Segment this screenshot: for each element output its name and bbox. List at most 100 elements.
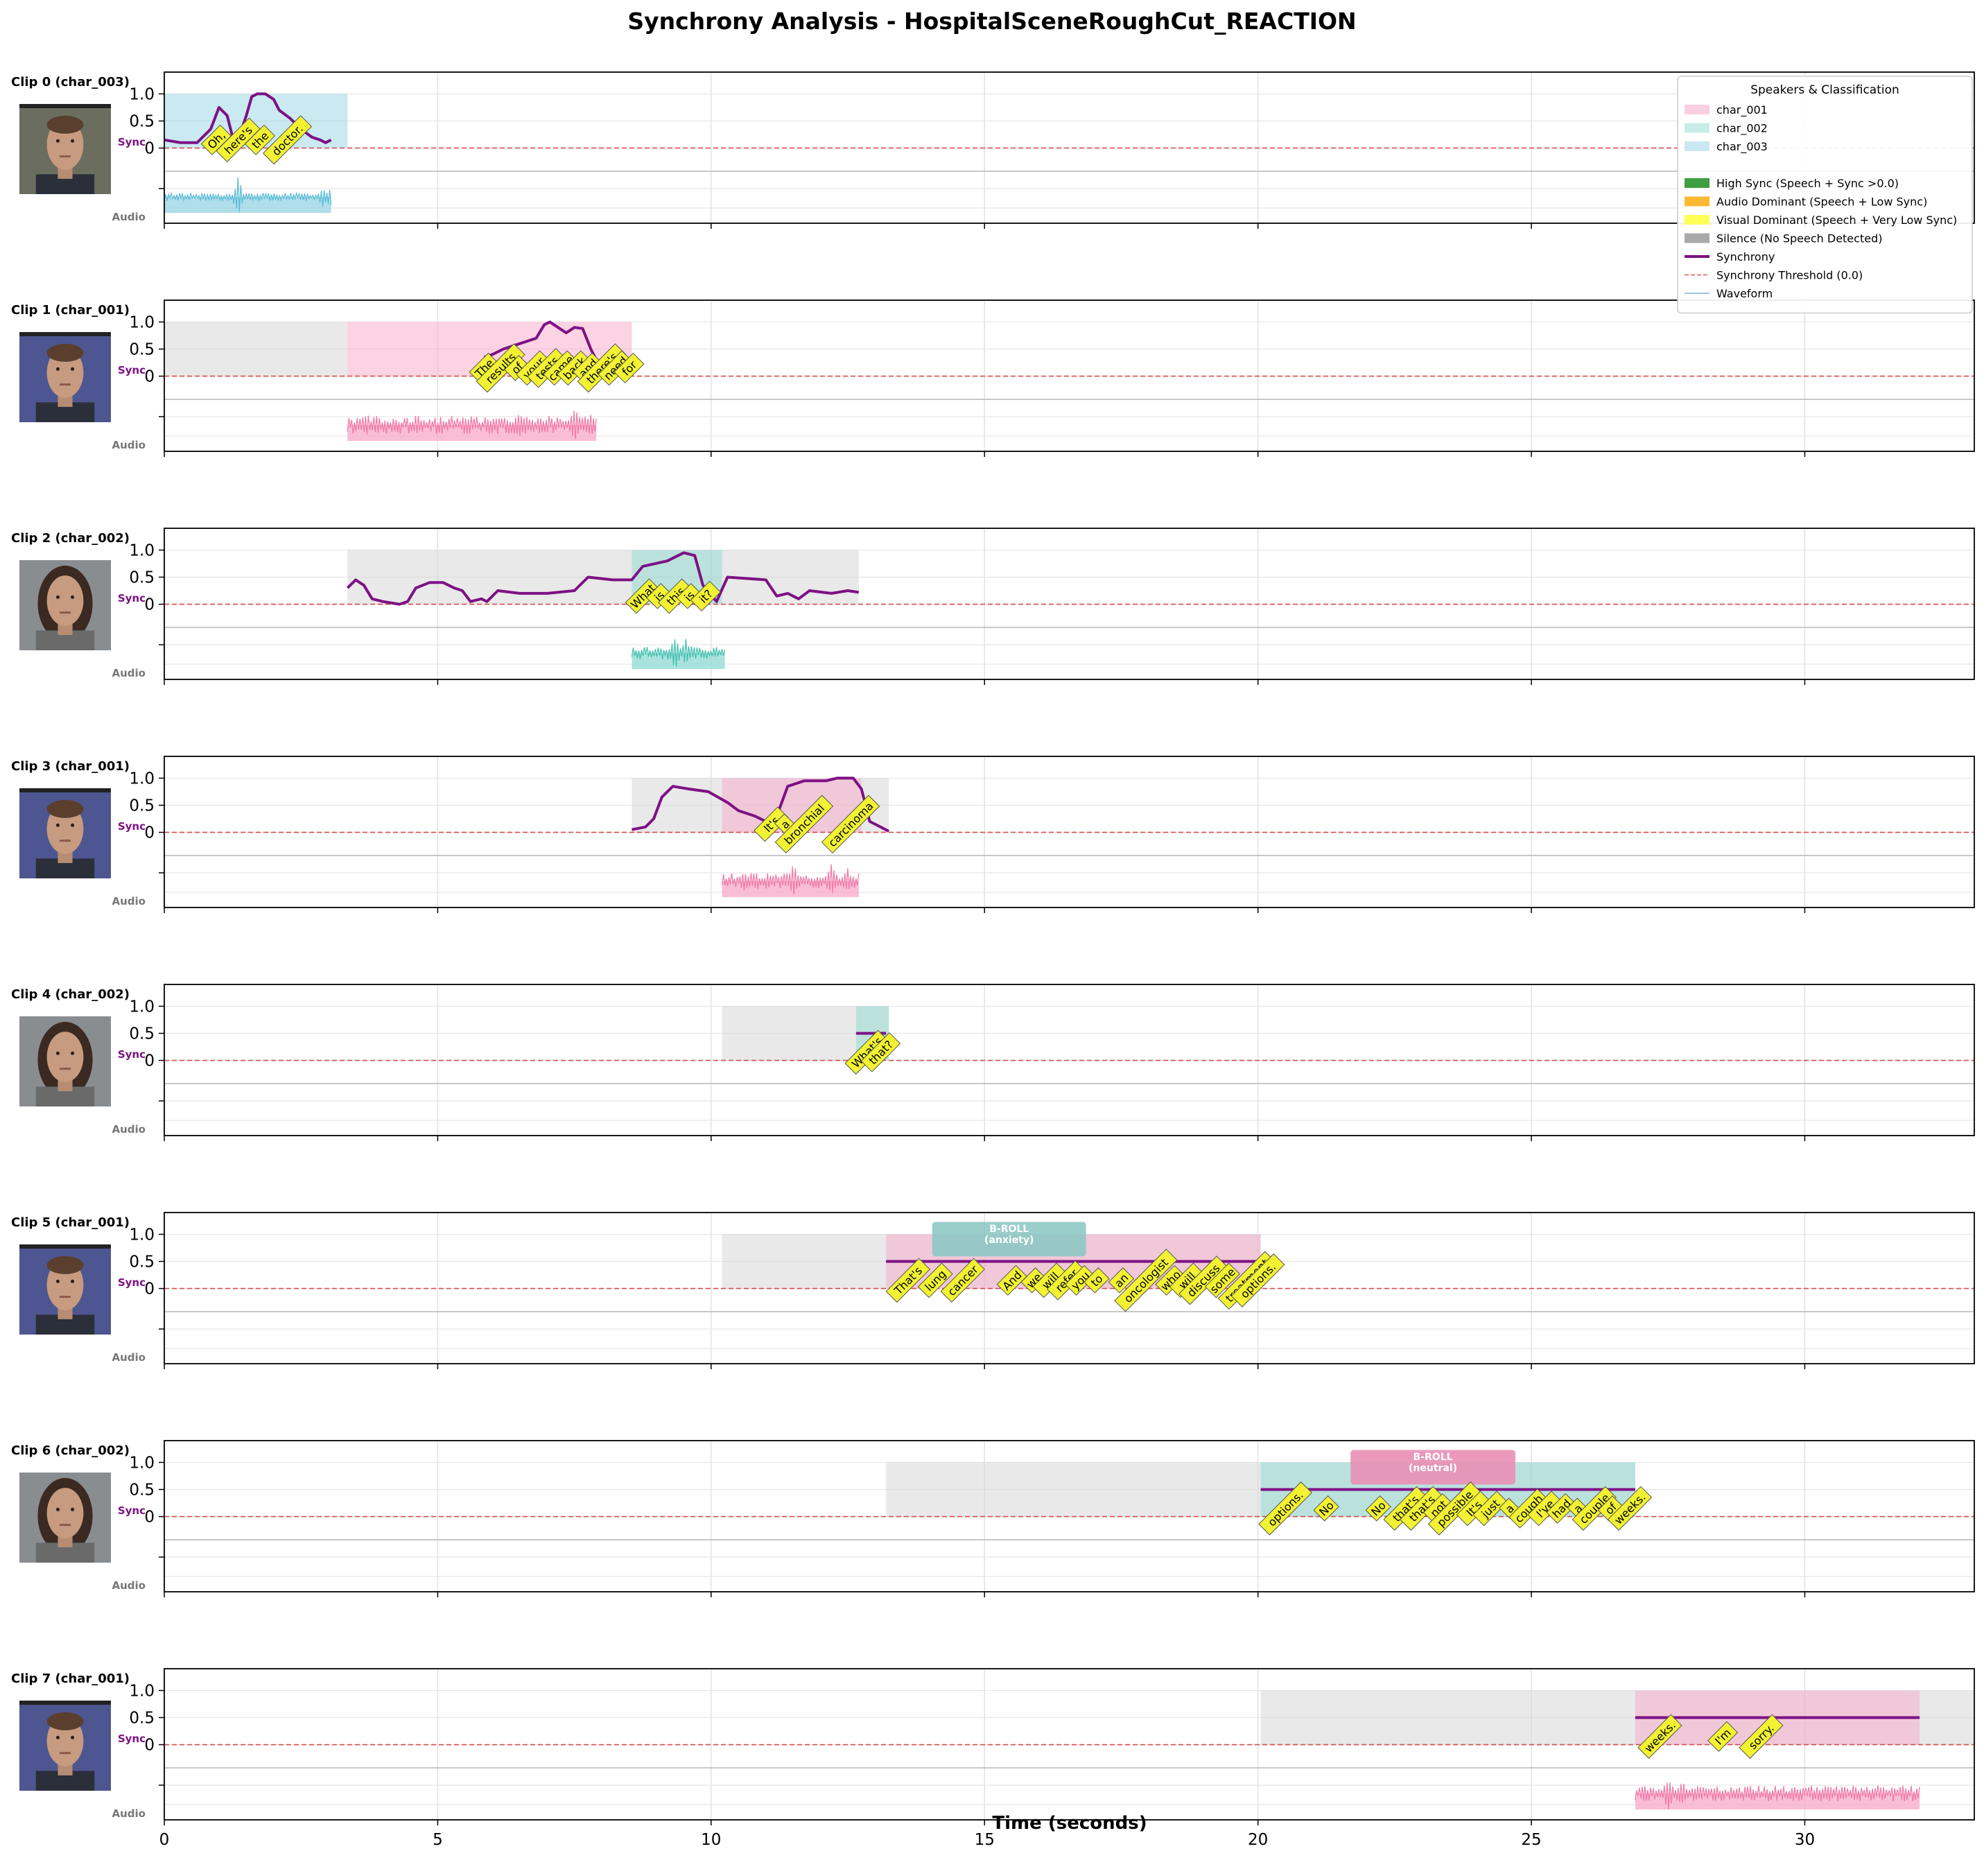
synchrony-line: [346, 551, 860, 606]
word-label-box: [244, 124, 276, 155]
avatar-mouth: [60, 1524, 71, 1527]
word-label-box: [690, 580, 721, 611]
sync-row-label: Sync: [118, 1504, 146, 1517]
sync-row-label: Sync: [118, 592, 146, 605]
legend-swatch: [1685, 105, 1709, 114]
word-label-box: [216, 117, 261, 162]
word-label-box: [476, 343, 525, 393]
avatar-top-bar: [19, 1244, 111, 1249]
audio-row-label: Audio: [112, 211, 146, 223]
avatar-top-bar: [19, 332, 111, 336]
avatar-eye: [55, 1735, 60, 1739]
word-label-box: [1108, 1267, 1135, 1294]
y-tick-label: 0.5: [129, 1025, 155, 1043]
legend-swatch: [1685, 123, 1709, 133]
word-label-box: [625, 578, 661, 614]
word-label: is: [646, 583, 672, 609]
word-label: just: [1472, 1491, 1508, 1527]
avatar-top-bar: [19, 104, 111, 108]
clip-label: Clip 0 (char_003): [11, 75, 130, 89]
clip-label: Clip 5 (char_001): [11, 1215, 130, 1230]
clip-label: Clip 4 (char_002): [11, 987, 130, 1002]
sync-row-label: Sync: [118, 820, 146, 833]
sync-row-label: Sync: [118, 1048, 146, 1061]
y-tick-label: 0.5: [129, 1482, 155, 1500]
word-label-box: [1472, 1491, 1508, 1527]
waveform: [631, 639, 726, 667]
word-label-box: [1572, 1486, 1617, 1531]
word-label-box: [821, 794, 880, 854]
waveform-band: [164, 197, 331, 213]
x-tick-label: 25: [1521, 1831, 1541, 1849]
avatar-mouth: [60, 1752, 71, 1755]
word-label-box: [1707, 1721, 1739, 1752]
sync-row-label: Sync: [118, 136, 146, 148]
avatar-eye: [71, 139, 75, 143]
audio-row-label: Audio: [112, 1351, 146, 1364]
avatar-face: [46, 1488, 84, 1538]
legend-label: Synchrony: [1716, 250, 1775, 263]
legend-swatch: [1685, 215, 1709, 225]
synchrony-line: [632, 776, 890, 833]
x-tick-label: 20: [1248, 1831, 1268, 1849]
audio-row-label: Audio: [112, 895, 146, 907]
avatar-eye: [71, 1051, 75, 1055]
avatar-eye: [55, 1279, 60, 1283]
x-tick-label: 30: [1795, 1831, 1815, 1849]
word-label-box: [860, 1032, 901, 1072]
waveform-band: [722, 881, 859, 897]
audio-row-label: Audio: [112, 667, 146, 679]
legend-label: Audio Dominant (Speech + Low Sync): [1716, 196, 1927, 209]
avatar-mouth: [60, 1296, 71, 1299]
avatar-mouth: [60, 383, 71, 386]
broll-title: B-ROLL: [1413, 1452, 1453, 1463]
word-label-box: [774, 794, 834, 854]
y-tick-label: 0: [144, 1509, 155, 1527]
y-tick-label: 0.5: [129, 341, 155, 359]
avatar-mouth: [60, 1068, 71, 1070]
avatar-hair: [46, 115, 84, 134]
word-label-box: [1365, 1495, 1391, 1522]
word-label: to: [1084, 1267, 1110, 1294]
y-tick-label: 0: [144, 368, 155, 386]
y-tick-label: 0.5: [129, 113, 155, 131]
x-tick-label: 0: [159, 1831, 170, 1849]
avatar-eye: [55, 139, 60, 143]
word-label-box: [614, 352, 645, 383]
avatar-eye: [71, 1507, 75, 1511]
x-axis: 0 5 10 15 20 25 30: [159, 1831, 1815, 1849]
audio-row-label: Audio: [112, 1123, 146, 1136]
silence-band: [347, 550, 859, 605]
word-label-box: [1637, 1714, 1682, 1759]
waveform: [347, 410, 597, 440]
word-label-box: [917, 1262, 953, 1299]
x-tick-label: 5: [433, 1831, 443, 1849]
legend-swatch: [1685, 233, 1709, 243]
sync-row-label: Sync: [118, 1276, 146, 1289]
clip-label: Clip 3 (char_001): [11, 759, 130, 774]
clip-label: Clip 6 (char_002): [11, 1443, 130, 1458]
clip-panel-6: B-ROLL(neutral)options. No No that'sthat'sn…: [11, 1440, 1975, 1597]
word-label-box: [1607, 1486, 1653, 1531]
avatar-eye: [71, 1279, 75, 1283]
legend-label: Synchrony Threshold (0.0): [1716, 269, 1863, 282]
legend-label: char_003: [1716, 140, 1768, 154]
y-tick-label: 0: [144, 596, 155, 614]
avatar-eye: [55, 1507, 60, 1511]
silence-band: [164, 322, 348, 376]
word-label-box: [996, 1265, 1027, 1296]
avatar-hair: [46, 343, 84, 362]
word-label-box: [754, 806, 790, 842]
y-tick-label: 0: [144, 140, 155, 158]
waveform-band: [1635, 1794, 1920, 1809]
avatar-eye: [55, 823, 60, 827]
y-tick-label: 1.0: [129, 85, 155, 103]
y-tick-label: 0.5: [129, 569, 155, 587]
word-label-box: [1258, 1481, 1312, 1536]
waveform: [1635, 1782, 1920, 1810]
x-tick-label: 15: [975, 1831, 995, 1849]
